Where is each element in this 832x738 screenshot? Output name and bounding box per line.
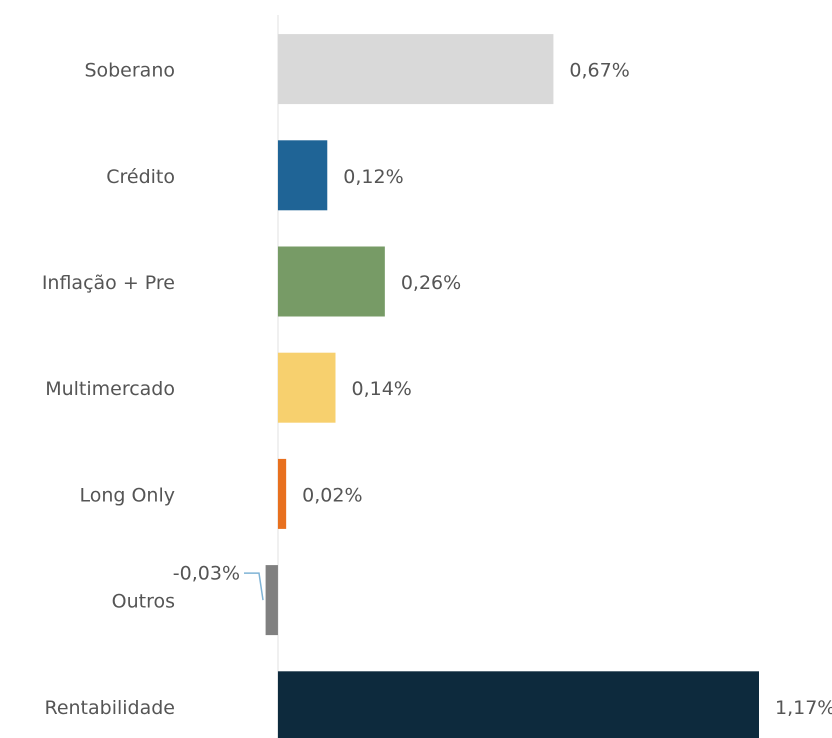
bar: [277, 140, 328, 211]
value-label: 1,17%: [775, 697, 832, 719]
category-label: Long Only: [79, 484, 175, 506]
value-label: 0,12%: [343, 166, 403, 188]
category-label: Outros: [112, 591, 175, 613]
bar: [277, 34, 554, 105]
value-label: 0,02%: [302, 484, 362, 506]
bar: [265, 565, 278, 636]
value-label: 0,67%: [569, 60, 629, 82]
category-label: Inflação + Pre: [42, 272, 175, 294]
category-label: Soberano: [84, 60, 175, 82]
value-label: 0,26%: [401, 272, 461, 294]
leader-line: [244, 572, 264, 601]
bar: [277, 458, 287, 529]
category-label: Crédito: [106, 166, 175, 188]
bar: [277, 352, 336, 423]
category-label: Rentabilidade: [44, 697, 175, 719]
bar: [277, 671, 759, 738]
value-label: 0,14%: [351, 378, 411, 400]
bar: [277, 246, 385, 317]
category-label: Multimercado: [45, 378, 175, 400]
value-label: -0,03%: [173, 563, 240, 585]
